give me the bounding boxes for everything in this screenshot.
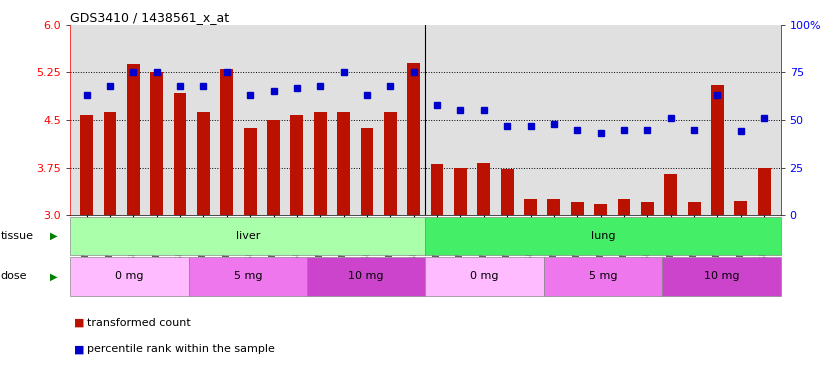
Bar [267, 120, 280, 215]
Text: 0 mg: 0 mg [470, 271, 499, 281]
Text: ■: ■ [74, 318, 85, 328]
Bar [127, 64, 140, 215]
Bar [618, 199, 630, 215]
Bar [360, 127, 373, 215]
Bar [425, 257, 544, 296]
Text: 10 mg: 10 mg [349, 271, 384, 281]
Bar [291, 115, 303, 215]
Bar [454, 167, 467, 215]
Text: liver: liver [235, 231, 260, 241]
Bar [221, 70, 233, 215]
Bar [173, 93, 187, 215]
Bar [314, 113, 326, 215]
Bar [641, 202, 654, 215]
Text: GDS3410 / 1438561_x_at: GDS3410 / 1438561_x_at [70, 11, 230, 24]
Bar [188, 257, 307, 296]
Text: dose: dose [1, 271, 27, 281]
Bar [688, 202, 700, 215]
Bar [337, 113, 350, 215]
Text: ▶: ▶ [50, 271, 57, 281]
Bar [70, 257, 188, 296]
Bar [662, 257, 781, 296]
Bar [525, 199, 537, 215]
Bar [711, 85, 724, 215]
Bar [757, 167, 771, 215]
Bar [244, 127, 257, 215]
Bar [571, 202, 584, 215]
Bar [664, 174, 677, 215]
Text: 0 mg: 0 mg [115, 271, 144, 281]
Text: lung: lung [591, 231, 615, 241]
Text: tissue: tissue [1, 231, 34, 241]
Bar [307, 257, 425, 296]
Bar [425, 217, 781, 255]
Bar [384, 113, 396, 215]
Bar [544, 257, 662, 296]
Bar [548, 199, 560, 215]
Bar [103, 113, 116, 215]
Text: ▶: ▶ [50, 231, 57, 241]
Bar [430, 164, 444, 215]
Bar [197, 113, 210, 215]
Text: 10 mg: 10 mg [704, 271, 739, 281]
Text: 5 mg: 5 mg [589, 271, 617, 281]
Bar [734, 201, 748, 215]
Bar [594, 204, 607, 215]
Text: 5 mg: 5 mg [234, 271, 262, 281]
Text: transformed count: transformed count [87, 318, 191, 328]
Bar [150, 73, 163, 215]
Bar [70, 217, 425, 255]
Bar [501, 169, 514, 215]
Bar [80, 115, 93, 215]
Bar [407, 63, 420, 215]
Bar [477, 163, 491, 215]
Text: percentile rank within the sample: percentile rank within the sample [87, 344, 274, 354]
Text: ■: ■ [74, 344, 85, 354]
